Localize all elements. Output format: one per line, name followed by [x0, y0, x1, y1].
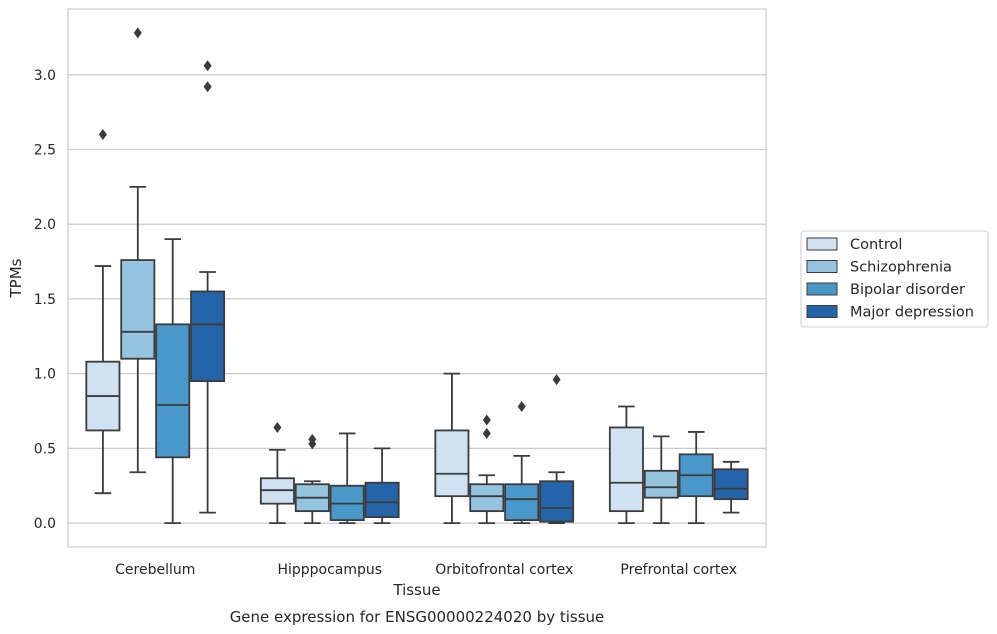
legend-label: Control [850, 237, 902, 253]
box-plot [713, 460, 749, 514]
legend-swatch [806, 305, 838, 318]
box-body [713, 468, 749, 501]
outlier-point [552, 374, 561, 386]
x-tick-label: Cerebellum [115, 562, 195, 578]
box-plot [504, 401, 540, 524]
series-schizophrenia [120, 27, 679, 524]
x-tick-label: Orbitofrontal cortex [435, 562, 573, 578]
box-plot-marks [85, 27, 749, 524]
box-plot [539, 374, 575, 524]
series-major-depression [190, 60, 749, 524]
series-control [85, 129, 644, 524]
box-plot [120, 27, 156, 474]
box-plot [469, 414, 505, 524]
box-plot [434, 372, 470, 524]
box-body [608, 426, 644, 513]
box-plot [643, 435, 679, 524]
y-tick-label: 1.0 [34, 367, 56, 383]
outlier-point [517, 401, 526, 413]
box-plot [608, 405, 644, 524]
x-axis-title: Tissue [392, 581, 440, 599]
box-plot [364, 447, 400, 524]
y-axis-title: TPMs [7, 258, 25, 298]
box-plot [329, 432, 365, 524]
y-tick-label: 3.0 [34, 68, 56, 84]
legend: Control Schizophrenia Bipolar disorder Majo… [800, 230, 989, 328]
y-axis-ticks: 0.0 0.5 1.0 1.5 2.0 2.5 3.0 [34, 68, 56, 532]
box-body [539, 480, 575, 523]
x-axis-ticks: Cerebellum Hipppocampus Orbitofrontal cort… [115, 562, 737, 578]
legend-frame [800, 230, 989, 328]
y-tick-label: 1.5 [34, 292, 56, 308]
outlier-point [482, 414, 491, 426]
box-body [120, 259, 156, 360]
box-body [364, 481, 400, 519]
chart-title: Gene expression for ENSG00000224020 by t… [230, 608, 605, 626]
legend-swatch [806, 237, 838, 251]
box-body [190, 290, 226, 383]
legend-label: Bipolar disorder [850, 282, 965, 298]
box-body [643, 469, 679, 499]
outlier-point [203, 81, 212, 93]
box-plot [155, 238, 191, 524]
legend-swatch [806, 260, 838, 273]
box-body [434, 429, 470, 498]
box-plot [85, 129, 121, 495]
x-tick-label: Hipppocampus [277, 562, 382, 578]
box-plot [190, 60, 226, 514]
y-tick-label: 2.0 [34, 217, 56, 233]
y-tick-label: 0.0 [34, 516, 56, 532]
y-tick-label: 0.5 [34, 441, 56, 457]
outlier-point [133, 27, 142, 39]
box-body [155, 323, 191, 459]
outlier-point [98, 129, 107, 141]
series-bipolar-disorder [155, 238, 714, 524]
outlier-point [308, 433, 317, 445]
legend-label: Major depression [850, 305, 974, 321]
outlier-point [273, 421, 282, 433]
box-body [504, 483, 540, 522]
box-plot [259, 421, 295, 524]
outlier-point [482, 427, 491, 439]
legend-swatch [806, 282, 838, 296]
box-body [469, 483, 505, 513]
y-tick-label: 2.5 [34, 142, 56, 158]
legend-label: Schizophrenia [850, 260, 952, 276]
x-tick-label: Prefrontal cortex [620, 562, 737, 578]
box-plot [678, 431, 714, 524]
box-plot [294, 433, 330, 524]
outlier-point [203, 60, 212, 72]
plot-frame [67, 8, 767, 548]
